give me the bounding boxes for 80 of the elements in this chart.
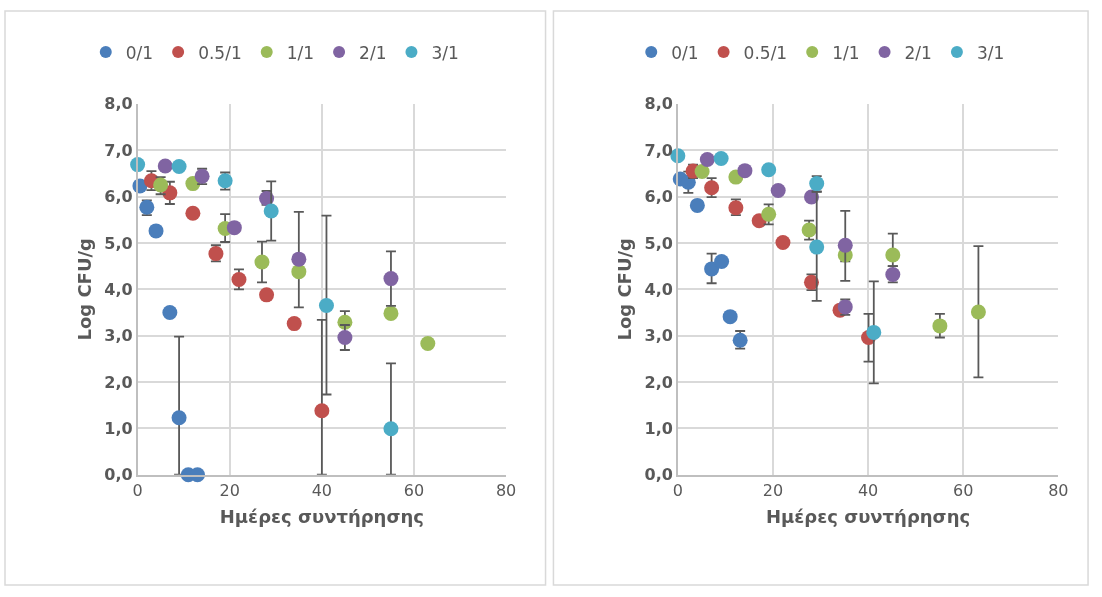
point [761, 162, 777, 178]
point [171, 410, 187, 426]
point [713, 151, 729, 167]
point [263, 203, 279, 219]
y-tick-label: 6,0 [104, 187, 133, 207]
legend-label: 0.5/1 [198, 42, 242, 63]
x-tick-label: 20 [219, 480, 240, 500]
point [420, 336, 436, 352]
point [714, 253, 730, 269]
legend-label: 0/1 [125, 42, 154, 63]
y-tick-label: 1,0 [104, 418, 133, 438]
x-tick-label: 40 [311, 480, 333, 500]
point [970, 304, 986, 320]
point [775, 234, 791, 250]
y-tick-label: 4,0 [104, 279, 133, 299]
y-tick-label: 0,0 [104, 465, 133, 485]
point [259, 287, 275, 303]
y-tick-label: 3,0 [104, 326, 133, 346]
x-tick-label: 0 [132, 480, 143, 500]
point [722, 309, 738, 325]
point [157, 158, 173, 174]
point [226, 220, 242, 236]
x-tick-label: 80 [1048, 480, 1069, 500]
y-tick-label: 6,0 [644, 187, 673, 207]
x-tick-label: 80 [495, 480, 517, 500]
y-tick-label: 7,0 [644, 140, 673, 160]
x-tick-label: 60 [953, 480, 974, 500]
y-axis-title: Log CFU/g [614, 238, 636, 341]
point [383, 271, 399, 287]
point [318, 298, 334, 313]
y-tick-label: 4,0 [644, 279, 673, 299]
point [148, 223, 164, 239]
y-tick-label: 5,0 [104, 233, 133, 253]
point [885, 247, 901, 263]
x-tick-label: 40 [857, 480, 879, 500]
y-tick-label: 0,0 [644, 465, 673, 485]
point [254, 254, 270, 270]
y-axis-title: Log CFU/g [74, 238, 96, 341]
point [231, 272, 247, 288]
point [162, 304, 178, 320]
x-tick-label: 0 [672, 480, 683, 500]
point [383, 305, 399, 321]
point [314, 403, 330, 419]
legend-label: 0.5/1 [743, 42, 788, 63]
legend-label: 1/1 [832, 42, 860, 63]
y-tick-label: 8,0 [104, 94, 133, 114]
point [291, 251, 307, 267]
point [694, 164, 710, 180]
x-axis-title: Ημέρες συντήρησης [766, 506, 971, 528]
y-tick-label: 7,0 [104, 140, 133, 160]
legend-label: 2/1 [904, 42, 932, 63]
x-tick-label: 60 [403, 480, 425, 500]
y-tick-label: 8,0 [644, 94, 673, 114]
point [171, 158, 187, 174]
point [761, 206, 777, 222]
x-tick-label: 20 [762, 480, 784, 500]
point [932, 318, 948, 334]
point [185, 205, 201, 221]
y-tick-label: 2,0 [644, 372, 673, 392]
legend-label: 2/1 [359, 42, 387, 63]
point [866, 324, 882, 340]
legend-label: 0/1 [671, 42, 699, 63]
point [809, 239, 825, 255]
point [337, 329, 353, 345]
y-tick-label: 2,0 [104, 372, 133, 392]
y-tick-label: 1,0 [644, 418, 673, 438]
point [737, 163, 753, 179]
point [291, 264, 307, 280]
legend-label: 3/1 [976, 42, 1005, 63]
point [837, 237, 853, 253]
point [383, 421, 399, 437]
legend-label: 3/1 [431, 42, 459, 63]
x-axis-title: Ημέρες συντήρησης [219, 506, 424, 528]
point [286, 316, 302, 332]
point [689, 197, 705, 213]
legend-label: 1/1 [286, 42, 315, 63]
point [699, 152, 715, 167]
y-tick-label: 3,0 [644, 326, 673, 346]
y-tick-label: 5,0 [644, 233, 673, 253]
point [770, 183, 786, 199]
